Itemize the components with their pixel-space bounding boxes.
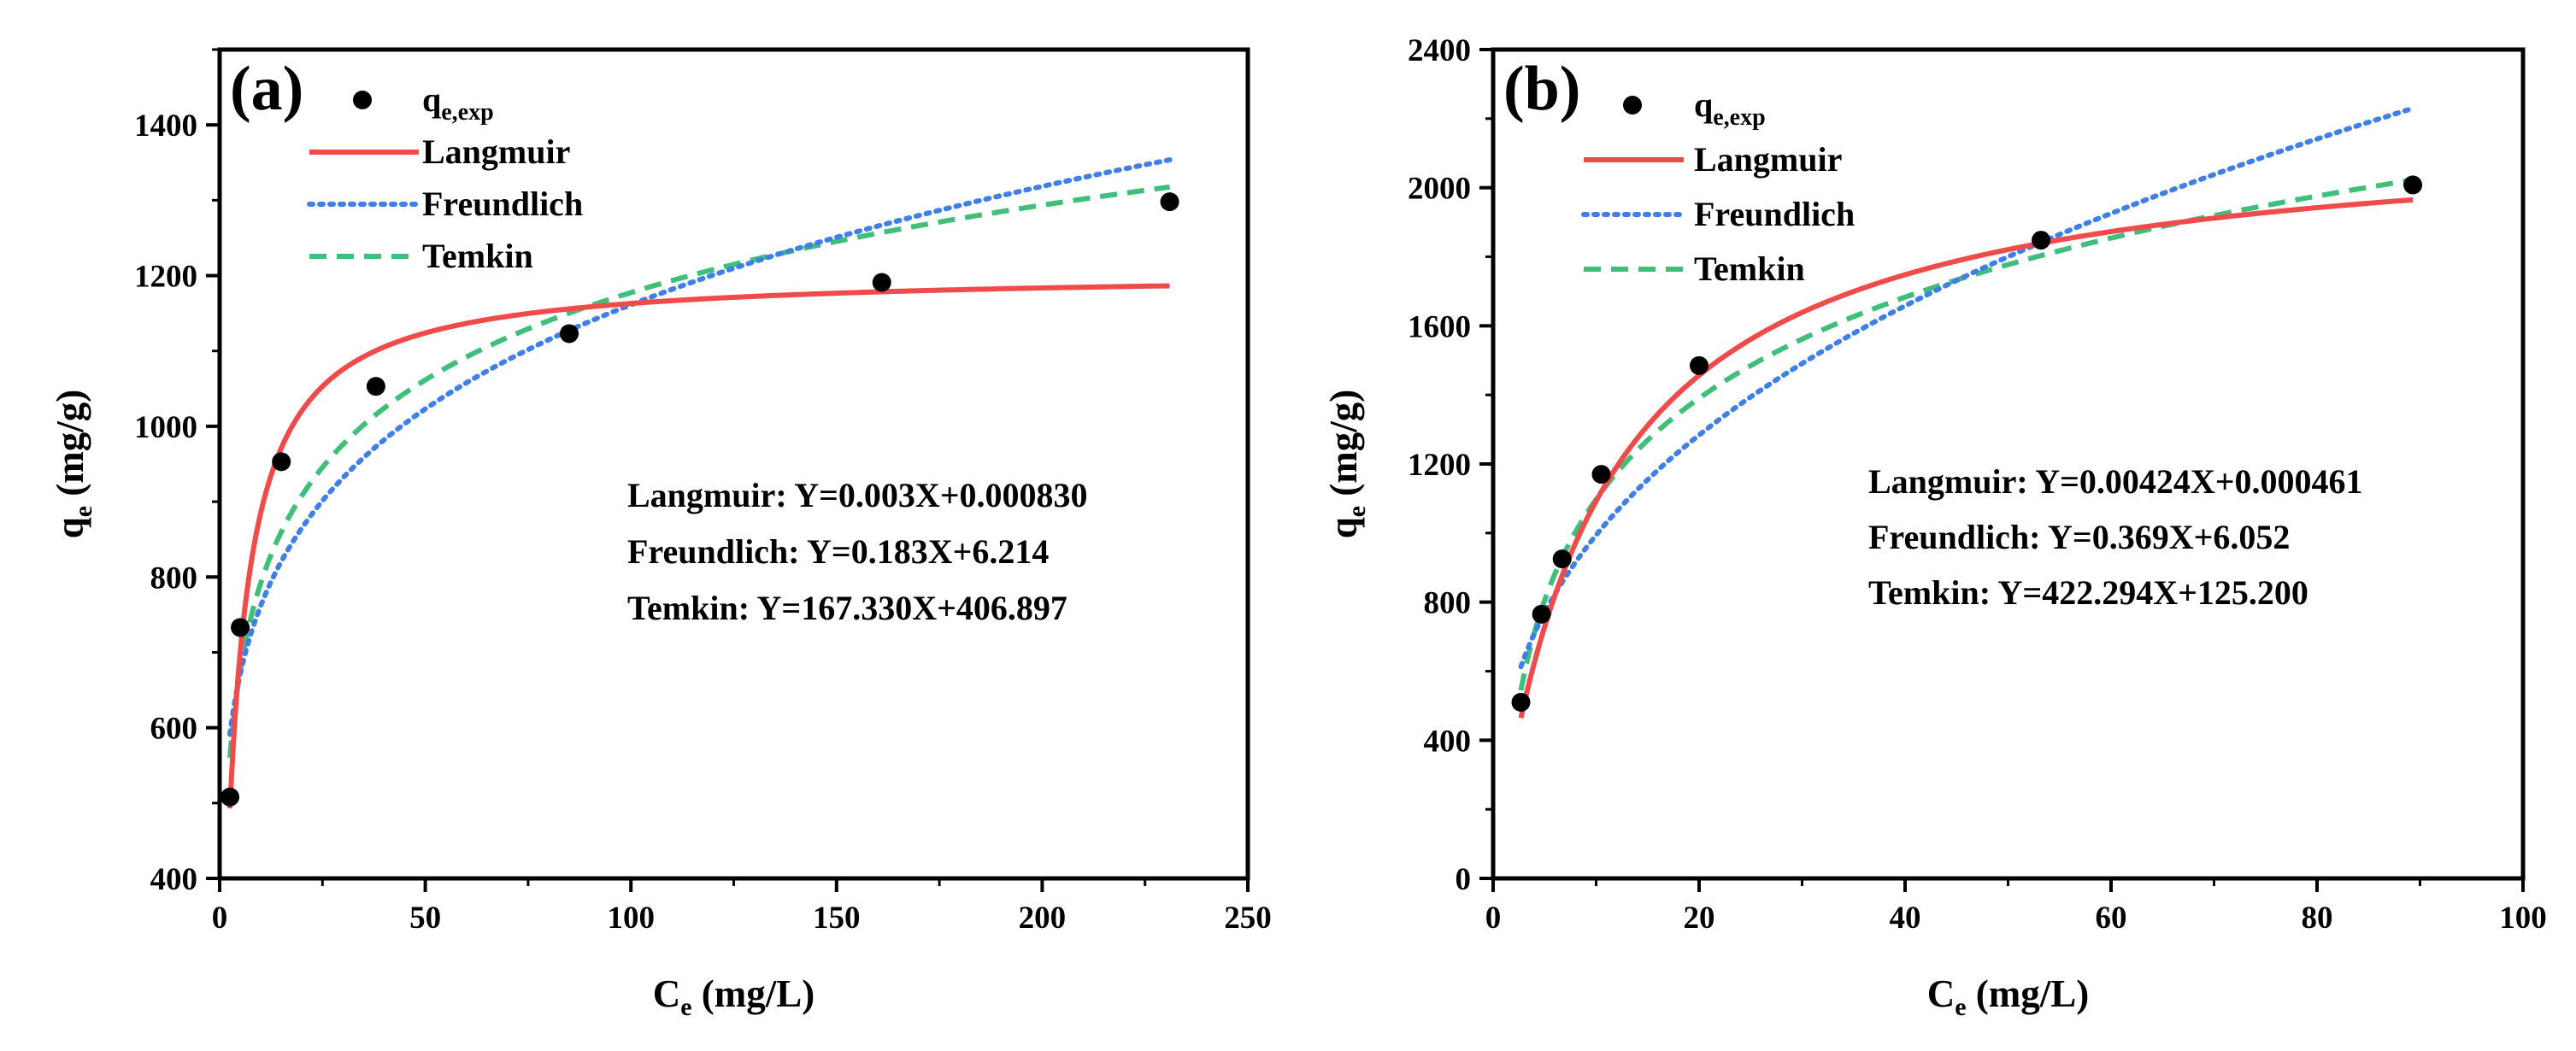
chart-panel-a: 0 50 100 150 200 250 400 600 800 1000 1200 1400 Ce (…	[49, 47, 1272, 1021]
x-tick-label: 50	[409, 901, 441, 936]
legend-marker	[353, 91, 372, 109]
equations: Langmuir: Y=0.00424X+0.000461 Freundlich:…	[1868, 462, 2363, 612]
y-tick-label: 1200	[134, 260, 197, 295]
y-axis-title: qe (mg/g)	[1322, 390, 1371, 539]
data-point	[1690, 355, 1709, 375]
legend-label: Freundlich	[1694, 195, 1855, 233]
data-point	[2032, 231, 2051, 250]
langmuir-curve	[1518, 197, 2414, 719]
x-axis-title: Ce (mg/L)	[1927, 972, 2090, 1021]
y-tick-label: 0	[1456, 862, 1472, 897]
x-tick-label: 20	[1684, 901, 1715, 936]
freundlich-curve	[227, 157, 1173, 737]
equation-text: Temkin: Y=422.294X+125.200	[1868, 573, 2308, 612]
legend-label: Temkin	[1694, 250, 1805, 288]
model-curves	[1518, 105, 2416, 719]
y-tick-label: 1200	[1408, 448, 1471, 483]
y-tick-label: 600	[150, 712, 198, 747]
x-tick-label: 200	[1019, 901, 1067, 936]
x-tick-label: 0	[1485, 901, 1502, 936]
temkin-curve	[1518, 177, 2414, 691]
legend-label: Langmuir	[1694, 140, 1842, 179]
data-point	[1591, 465, 1611, 484]
legend: qe,exp Langmuir Freundlich Temkin	[1581, 85, 1855, 288]
y-tick-label: 400	[1424, 724, 1472, 759]
y-tick-label: 800	[1424, 586, 1472, 621]
y-axis-title: qe (mg/g)	[49, 390, 97, 539]
plot-frame	[217, 47, 1250, 881]
data-point	[231, 618, 250, 637]
chart-panel-b: 0 20 40 60 80 100 0 400 800 1200 1600 2000 2400 Ce (m…	[1322, 33, 2547, 1021]
data-points	[221, 192, 1179, 807]
y-tick-label: 400	[150, 862, 198, 897]
panel-label: (a)	[230, 54, 303, 124]
y-axis: 400 600 800 1000 1200 1400	[134, 48, 220, 897]
equation-text: Freundlich: Y=0.183X+6.214	[627, 532, 1049, 571]
x-tick-label: 150	[813, 901, 861, 936]
x-tick-label: 80	[2302, 901, 2333, 936]
x-tick-label: 60	[2096, 901, 2127, 936]
equation-text: Freundlich: Y=0.369X+6.052	[1868, 518, 2290, 556]
y-tick-label: 1000	[134, 410, 197, 445]
legend-label: Temkin	[422, 237, 533, 275]
legend-label: qe,exp	[422, 80, 494, 126]
data-point	[1552, 549, 1572, 569]
y-tick-label: 800	[150, 561, 198, 596]
data-point	[366, 377, 385, 396]
data-point	[1511, 692, 1531, 712]
data-point	[2403, 175, 2423, 195]
x-tick-label: 250	[1224, 901, 1272, 936]
temkin-curve	[227, 184, 1170, 758]
data-point	[560, 324, 579, 343]
y-axis: 0 400 800 1200 1600 2000 2400	[1408, 33, 1493, 897]
legend-label: Freundlich	[422, 185, 583, 223]
data-point	[1160, 192, 1179, 212]
x-axis-title: Ce (mg/L)	[653, 972, 815, 1021]
equation-text: Langmuir: Y=0.003X+0.000830	[627, 476, 1088, 514]
legend: qe,exp Langmuir Freundlich Temkin	[307, 80, 583, 275]
legend-marker	[1623, 96, 1642, 114]
y-tick-label: 2400	[1408, 33, 1471, 68]
x-tick-label: 100	[607, 901, 655, 936]
data-point	[872, 273, 891, 292]
data-point	[272, 452, 291, 472]
x-axis: 0 50 100 150 200 250	[212, 878, 1272, 936]
legend-label: qe,exp	[1694, 85, 1766, 131]
data-point	[221, 787, 240, 807]
y-tick-label: 2000	[1408, 172, 1471, 207]
equation-text: Temkin: Y=167.330X+406.897	[627, 589, 1067, 627]
data-points	[1511, 175, 2423, 712]
equations: Langmuir: Y=0.003X+0.000830 Freundlich: Y…	[627, 476, 1088, 627]
x-tick-label: 100	[2499, 901, 2547, 936]
data-point	[1532, 604, 1551, 624]
y-tick-label: 1600	[1408, 309, 1471, 344]
x-axis: 0 20 40 60 80 100	[1485, 878, 2547, 936]
x-tick-label: 0	[212, 901, 228, 936]
equation-text: Langmuir: Y=0.00424X+0.000461	[1868, 462, 2363, 501]
panel-label: (b)	[1503, 54, 1580, 124]
y-tick-label: 1400	[134, 109, 197, 144]
legend-label: Langmuir	[422, 132, 570, 171]
x-tick-label: 40	[1890, 901, 1921, 936]
